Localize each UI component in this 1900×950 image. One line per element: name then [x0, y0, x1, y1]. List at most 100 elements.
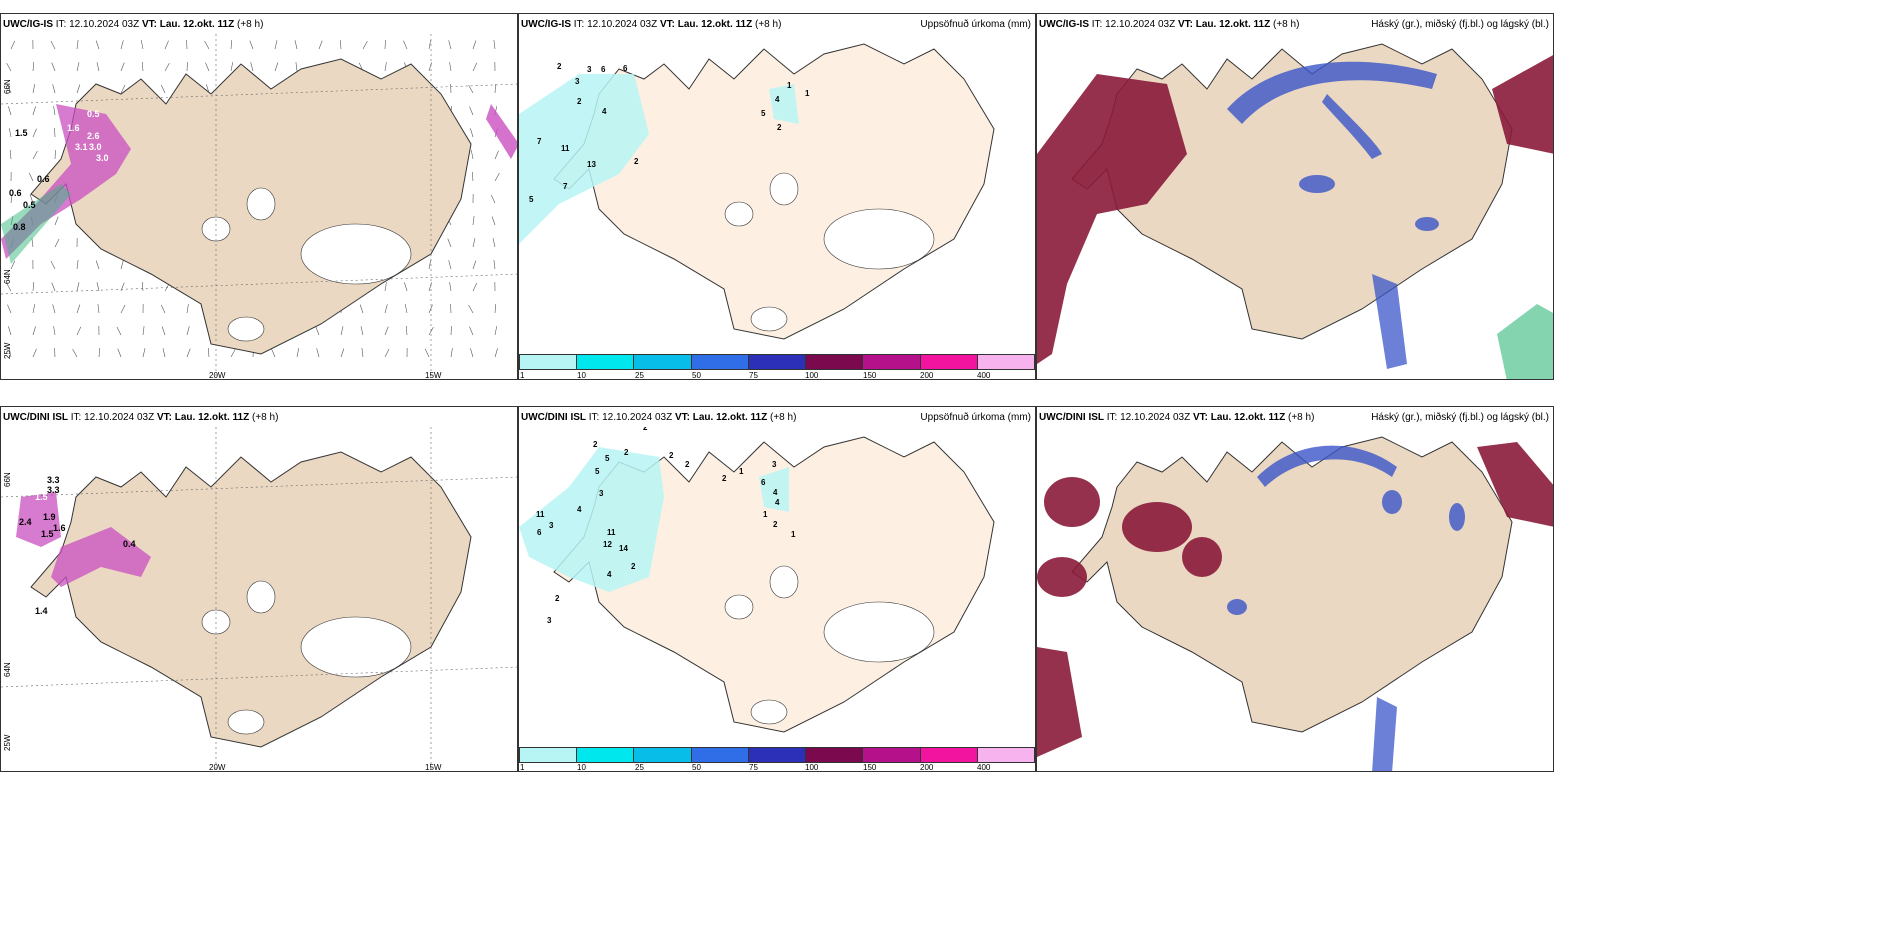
panel-subtitle: Háský (gr.), miðský (fj.bl.) og lágský (… [1371, 19, 1549, 30]
wind-barb [52, 304, 56, 314]
mid-cloud [1372, 697, 1397, 771]
wind-barb [161, 326, 166, 336]
mid-cloud [1415, 217, 1439, 231]
it-label: IT: [573, 19, 585, 30]
wind-barb [76, 304, 81, 314]
wind-barb [424, 348, 430, 358]
colorbar-label: 10 [577, 763, 586, 772]
init-time: 12.10.2024 03Z [587, 19, 658, 30]
wind-barb [120, 260, 124, 270]
colorbar-label: 1 [520, 763, 525, 772]
wind-barb [494, 348, 498, 358]
wind-barb [141, 282, 144, 292]
wind-barb [428, 304, 433, 314]
glacier [823, 601, 935, 663]
wind-label: 1.5 [41, 529, 54, 539]
colorbar-label: 25 [635, 371, 644, 380]
precip-label: 5 [595, 467, 600, 476]
wind-barb [471, 172, 474, 182]
wind-barb [359, 304, 364, 314]
precip-label: 6 [537, 528, 542, 537]
panel-title: UWC/DINI ISL IT: 12.10.2024 03Z VT: Lau.… [1039, 412, 1314, 423]
model-name: UWC/DINI ISL [1039, 412, 1104, 423]
wind-label: 0.8 [13, 222, 26, 232]
wind-label: 1.5 [35, 492, 48, 502]
wind-barb [295, 62, 298, 72]
precip-label: 13 [587, 160, 596, 169]
colorbar-segment [920, 748, 978, 762]
wind-labels: 3.3 3.3 1.5 2.4 1.9 1.6 1.5 0.4 1.4 [19, 475, 136, 616]
lon-label-15w: 15W [425, 371, 442, 380]
precip-label: 5 [605, 454, 610, 463]
it-label: IT: [588, 412, 600, 423]
precip-label: 2 [557, 62, 562, 71]
wind-barb [274, 62, 279, 72]
purple-band [51, 527, 151, 587]
wind-barb [32, 282, 35, 292]
wind-barb [472, 260, 477, 270]
precip-map: 2 2 5 2 2 2 1 2 3 6 4 4 5 3 4 3 11 6 11 … [519, 427, 995, 733]
wind-barb [8, 106, 12, 116]
mid-cloud [1322, 94, 1382, 159]
wind-barb [10, 40, 16, 50]
panel-title: UWC/DINI ISL IT: 12.10.2024 03Z VT: Lau.… [521, 412, 796, 423]
it-label: IT: [70, 412, 82, 423]
valid-time: Lau. 12.okt. 11Z [692, 412, 768, 423]
wind-barb [207, 348, 210, 358]
colorbar-segment [520, 355, 578, 369]
colorbar-segment [577, 748, 635, 762]
lat-label-25w: 25W [3, 342, 12, 359]
precip-label: 2 [634, 157, 639, 166]
wind-barb [361, 348, 364, 358]
wind-barb [468, 304, 474, 314]
wind-barb [142, 348, 146, 358]
wind-barb [316, 348, 320, 358]
colorbar-label: 75 [749, 371, 758, 380]
wind-label: 1.6 [67, 123, 80, 133]
wind-barb [428, 260, 432, 270]
colorbar [519, 354, 1035, 370]
wind-barb [120, 62, 125, 72]
colorbar-segment [806, 748, 864, 762]
lead-time: (+8 h) [252, 412, 279, 423]
colorbar-segment [748, 355, 807, 369]
wind-barb [186, 326, 190, 336]
model-name: UWC/IG-IS [3, 19, 53, 30]
wind-barb [51, 62, 56, 72]
wind-barb [294, 40, 298, 50]
model-name: UWC/IG-IS [521, 19, 571, 30]
lat-label-64n: 64N [3, 662, 12, 677]
wind-label: 3.3 [47, 475, 60, 485]
wind-barb [52, 84, 56, 94]
wind-barb [384, 62, 387, 72]
precip-label: 1 [763, 510, 768, 519]
wind-barb [54, 238, 60, 248]
wind-barb [468, 84, 474, 94]
wind-barb [142, 326, 145, 336]
cloud-map [1037, 43, 1553, 379]
wind-barb [29, 194, 34, 204]
purple-east [486, 104, 517, 159]
precip-label: 5 [529, 195, 534, 204]
wind-barb [404, 304, 408, 314]
panel-bottom-middle-precip: UWC/DINI ISL IT: 12.10.2024 03Z VT: Lau.… [518, 406, 1036, 772]
wind-barb [384, 282, 387, 292]
wind-barb [7, 84, 12, 94]
precip-labels: 2 3 3 6 2 6 4 7 11 2 13 7 5 1 4 5 2 1 [529, 62, 810, 204]
wind-barb [205, 62, 210, 72]
precip-label: 2 [777, 123, 782, 132]
mid-cloud [1227, 599, 1247, 615]
lead-time: (+8 h) [237, 19, 264, 30]
wind-barb [472, 62, 478, 72]
colorbar-segment [691, 748, 749, 762]
wind-label: 0.5 [23, 200, 36, 210]
wind-barb [448, 260, 452, 270]
wind-label: 2.6 [87, 131, 100, 141]
colorbar-segment [977, 355, 1034, 369]
wind-barb [95, 40, 100, 50]
wind-labels: 1.5 0.5 1.6 2.6 3.1 3.0 3.0 0.6 0.6 0.5 … [9, 109, 109, 232]
lat-label-25w: 25W [3, 734, 12, 751]
mid-cloud [1299, 175, 1335, 193]
wind-barb [318, 40, 323, 50]
precip-label: 2 [669, 451, 674, 460]
